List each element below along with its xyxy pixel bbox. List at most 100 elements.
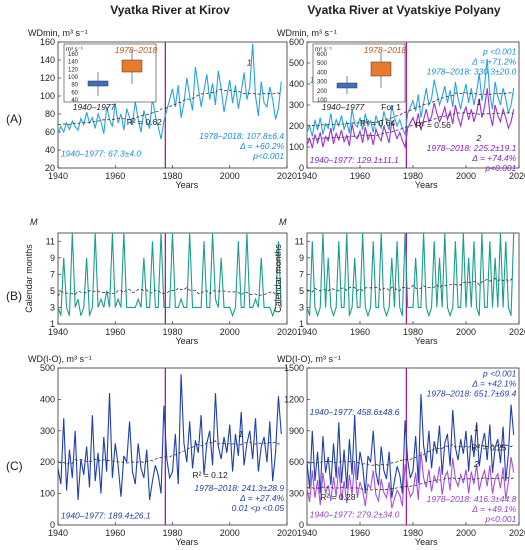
r2-label: R² = 0.64 (360, 118, 395, 128)
annotation-text: 1940–1977: 189.4±26.1 (61, 511, 151, 521)
inset-boxplot: m³ s⁻¹ 100 200 300 400 500 600 1940–1977 1978–20… (312, 43, 407, 112)
inset-y-tick: 140 (68, 60, 79, 66)
y-tick-label: 3 (50, 302, 55, 312)
inset-y-tick: 100 (68, 75, 79, 81)
inset-box-1 (336, 82, 358, 89)
y-axis-label: WDmin, m³ s⁻¹ (277, 28, 337, 38)
r2-label: R² = 0.28 (320, 492, 355, 502)
x-axis-label: Years (415, 537, 438, 547)
annotation-text: 1940–1977: 279.2±34.0 (310, 510, 400, 520)
trend-line-2 (306, 112, 514, 140)
x-tick-label: 2020 (277, 327, 297, 337)
inset-box-2 (370, 61, 392, 77)
plot-frame (57, 367, 288, 526)
plot-frame (306, 367, 520, 526)
r2-label: R² = 0.12 (193, 470, 228, 480)
annotation-text: 1 (477, 97, 482, 107)
annotation-text: 1 (474, 423, 479, 433)
annotation-text: 1940–1977: 458.6±48.6 (310, 407, 400, 417)
panel-A-right: 0 100 200 300 400 500 600 1940 1960 1980 2000 2020 Y… (277, 28, 525, 190)
y-tick-label: 5 (299, 286, 304, 296)
annotation-text: 1978–2018: 330.3±20.0 (427, 67, 517, 77)
y-tick-label: 11 (295, 236, 304, 246)
y-axis-label: WDmin, m³ s⁻¹ (28, 28, 88, 38)
annotation-text: 1978–2018: 225.2±19.1 (427, 143, 517, 153)
x-tick-label: 2020 (509, 171, 525, 181)
y-axis-label: Calendar months (24, 244, 34, 313)
inset-y-tick: 60 (71, 90, 78, 96)
row-label-c: (C) (6, 459, 23, 473)
inset-y-tick: 300 (317, 80, 328, 86)
x-tick-label: 1960 (105, 327, 125, 337)
x-tick-label: 2000 (456, 171, 476, 181)
inset-y-tick: 200 (317, 89, 328, 95)
row-label-a: (A) (6, 112, 22, 126)
y-tick-label: 200 (40, 457, 55, 467)
annotation-text: p <0.001 (482, 368, 517, 378)
y-tick-label: 300 (40, 426, 55, 436)
series-line-1 (57, 43, 282, 140)
y-tick-label: 500 (289, 58, 304, 68)
y-tick-label: 0 (299, 520, 304, 530)
y-axis-top-label: M (30, 217, 38, 227)
x-tick-label: 2020 (509, 327, 525, 337)
x-tick-label: 1960 (105, 171, 125, 181)
y-tick-label: 600 (289, 457, 304, 467)
inset-box-label-1: 1940–1977 (73, 102, 116, 112)
y-tick-label: 9 (50, 253, 55, 263)
inset-y-tick: 600 (317, 52, 328, 58)
inset-y-label: m³ s⁻¹ (66, 47, 83, 53)
annotation-text: 0.01 <p <0.05 (232, 503, 285, 513)
panel-C-right: 0 300 600 900 1200 1500 1940 1960 1980 2000 2020 Ye… (277, 354, 525, 547)
y-tick-label: 1200 (284, 394, 304, 404)
title-left: Vyatka River at Kirov (110, 3, 230, 17)
y-tick-label: 400 (40, 394, 55, 404)
inset-box-1 (87, 80, 109, 87)
annotation-text: Δ = +27.4% (239, 493, 285, 503)
x-tick-label: 1960 (350, 171, 370, 181)
series-line-1 (306, 58, 515, 137)
x-tick-label: 2020 (509, 528, 525, 538)
y-tick-label: 160 (40, 37, 55, 47)
inset-y-tick: 80 (71, 83, 78, 89)
inset-box-label-1: 1940–1977 (322, 102, 365, 112)
trend-line-2 (306, 477, 514, 491)
series-line-2 (306, 451, 515, 509)
y-tick-label: 140 (40, 55, 55, 65)
x-tick-label: 1940 (297, 171, 317, 181)
annotation-text: 1 (247, 57, 252, 67)
x-tick-label: 1960 (350, 528, 370, 538)
x-tick-label: 2000 (220, 528, 240, 538)
annotation-text: 2 (473, 459, 479, 469)
x-tick-label: 1980 (162, 327, 182, 337)
r2-label: R² = 0.56 (416, 120, 451, 130)
annotation-text: Δ = +74.4% (471, 153, 517, 163)
trend-line-1 (57, 287, 282, 297)
y-tick-label: 0 (299, 163, 304, 173)
r2-label: R² = 0.25 (471, 443, 506, 453)
x-axis-label: Years (175, 336, 198, 346)
x-tick-label: 1980 (403, 171, 423, 181)
inset-y-tick: 500 (317, 61, 328, 67)
x-axis-label: Years (175, 180, 198, 190)
y-tick-label: 1500 (284, 363, 304, 373)
annotation-text: p<0.001 (484, 514, 516, 524)
trend-line-1 (306, 92, 514, 127)
x-axis-label: Years (175, 537, 198, 547)
x-tick-label: 1940 (48, 171, 68, 181)
y-tick-label: 1 (299, 319, 304, 329)
y-tick-label: 40 (45, 145, 55, 155)
panel-B-left: 1 3 5 7 9 11 1940 1960 1980 2000 2020 Years M Calenda… (24, 217, 297, 346)
x-tick-label: 1940 (48, 528, 68, 538)
annotation-text: 1978–2018: 107.8±6.4 (199, 131, 284, 141)
x-tick-label: 2000 (220, 327, 240, 337)
x-tick-label: 2000 (220, 171, 240, 181)
inset-y-tick: 400 (317, 70, 328, 76)
x-tick-label: 1980 (403, 528, 423, 538)
y-tick-label: 80 (45, 109, 55, 119)
y-axis-label: WD(I-O), m³ s⁻¹ (277, 354, 341, 364)
x-axis-label: Years (415, 336, 438, 346)
inset-box-2 (121, 59, 143, 73)
